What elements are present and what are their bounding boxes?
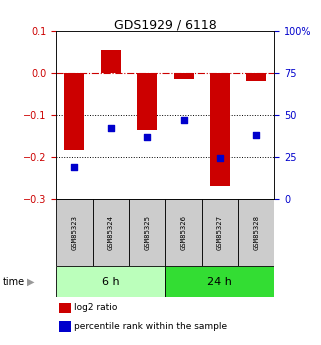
Point [72, 164, 77, 170]
Text: percentile rank within the sample: percentile rank within the sample [74, 322, 227, 331]
Bar [64, 73, 84, 150]
Bar [173, 73, 194, 79]
Bar [56, 199, 92, 266]
Text: GSM85324: GSM85324 [108, 215, 114, 250]
Text: GSM85327: GSM85327 [217, 215, 223, 250]
Bar [92, 199, 129, 266]
Bar [165, 199, 202, 266]
Point [217, 156, 222, 161]
Bar [246, 73, 266, 81]
Text: GSM85328: GSM85328 [253, 215, 259, 250]
Bar [202, 199, 238, 266]
Point [144, 134, 150, 139]
Bar [238, 199, 274, 266]
Text: log2 ratio: log2 ratio [74, 303, 117, 312]
Text: GSM85325: GSM85325 [144, 215, 150, 250]
Text: GSM85323: GSM85323 [71, 215, 77, 250]
Point [181, 117, 186, 123]
Bar [129, 199, 165, 266]
Title: GDS1929 / 6118: GDS1929 / 6118 [114, 18, 217, 31]
Text: 6 h: 6 h [102, 277, 119, 287]
Text: 24 h: 24 h [207, 277, 232, 287]
Text: time: time [3, 277, 25, 287]
Bar [56, 266, 165, 297]
Bar [101, 50, 121, 73]
Bar [137, 73, 157, 129]
Point [108, 126, 113, 131]
Bar [165, 266, 274, 297]
Text: GSM85326: GSM85326 [180, 215, 187, 250]
Point [254, 132, 259, 138]
Text: ▶: ▶ [27, 277, 34, 287]
Bar [210, 73, 230, 186]
